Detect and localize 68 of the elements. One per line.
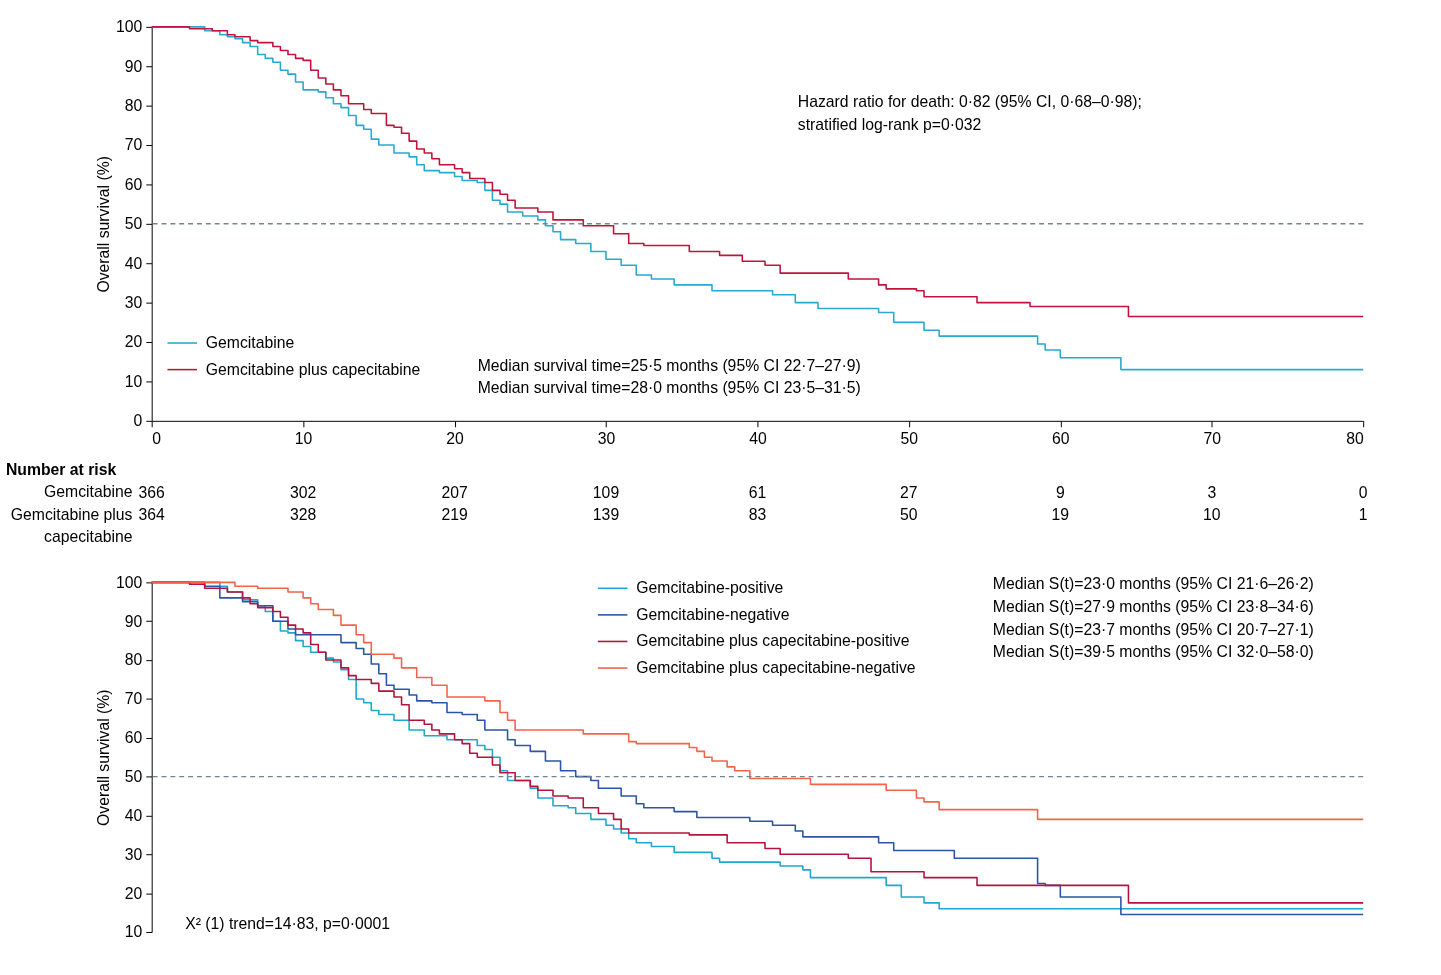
data-label: 302 xyxy=(289,483,317,501)
chart-title: Number at risk xyxy=(5,461,117,479)
data-label: 19 xyxy=(1051,506,1070,524)
y-tick-label: 20 xyxy=(124,333,143,351)
y-tick-label: 60 xyxy=(124,175,143,193)
y-tick-label: Gemcitabine xyxy=(44,483,133,501)
data-label: 1 xyxy=(1358,506,1368,524)
y-tick-label: 40 xyxy=(124,254,143,272)
legend-label: Gemcitabine plus capecitabine-positive xyxy=(636,632,910,650)
x-tick-label: 10 xyxy=(294,429,313,447)
y-tick-label: Gemcitabine plus capecitabine xyxy=(10,505,133,546)
annotation: Median S(t)=23·0 months (95% CI 21·6–26·2) xyxy=(992,575,1314,593)
data-label: 219 xyxy=(441,506,468,524)
legend-label: Gemcitabine xyxy=(205,333,295,351)
annotation: Median survival time=28·0 months (95% CI 23·5–31·5) xyxy=(477,379,861,397)
x-tick-label: 70 xyxy=(1203,429,1222,447)
data-label: 9 xyxy=(1055,483,1065,501)
y-tick-label: 70 xyxy=(124,690,143,708)
data-label: 83 xyxy=(748,506,767,524)
y-tick-label: 100 xyxy=(116,18,143,36)
x-tick-label: 50 xyxy=(900,429,919,447)
annotation: Median S(t)=39·5 months (95% CI 32·0–58·0) xyxy=(992,643,1314,661)
y-tick-label: 80 xyxy=(124,97,143,115)
legend-label: Gemcitabine plus capecitabine xyxy=(205,360,421,378)
y-tick-label: 20 xyxy=(124,884,143,902)
y-tick-label: 0 xyxy=(133,412,143,430)
data-label: 0 xyxy=(1358,483,1368,501)
data-label: 61 xyxy=(748,483,767,501)
x-tick-label: 60 xyxy=(1052,429,1070,447)
y-tick-label: 50 xyxy=(124,215,143,233)
y-axis-title: Overall survival (%) xyxy=(95,156,113,293)
y-tick-label: 10 xyxy=(124,923,143,941)
legend-label: Gemcitabine plus capecitabine-negative xyxy=(636,658,916,676)
data-label: 3 xyxy=(1207,483,1217,501)
y-tick-label: 90 xyxy=(124,57,143,75)
y-tick-label: 100 xyxy=(116,573,143,591)
x-tick-label: 80 xyxy=(1346,429,1364,447)
x-tick-label: 0 xyxy=(152,429,162,447)
data-label: 10 xyxy=(1202,506,1221,524)
y-tick-label: 90 xyxy=(124,612,143,630)
y-tick-label: 50 xyxy=(124,768,143,786)
legend-label: Gemcitabine-positive xyxy=(636,579,784,597)
data-label: 50 xyxy=(900,506,918,524)
y-axis-title: Overall survival (%) xyxy=(95,689,113,826)
annotation: X² (1) trend=14·83, p=0·0001 xyxy=(185,915,391,933)
annotation: Median S(t)=27·9 months (95% CI 23·8–34·6) xyxy=(992,597,1314,615)
data-label: 27 xyxy=(900,483,918,501)
annotation: Hazard ratio for death: 0·82 (95% CI, 0·68–0·98); xyxy=(797,92,1142,110)
data-label: 364 xyxy=(138,506,166,524)
annotation: stratified log-rank p=0·032 xyxy=(797,116,982,134)
data-label: 328 xyxy=(289,506,317,524)
y-tick-label: 80 xyxy=(124,651,143,669)
data-label: 366 xyxy=(138,483,166,501)
y-tick-label: 40 xyxy=(124,806,143,824)
x-tick-label: 20 xyxy=(446,429,465,447)
y-tick-label: 30 xyxy=(124,845,143,863)
y-tick-label: 10 xyxy=(124,372,143,390)
x-tick-label: 30 xyxy=(597,429,616,447)
data-label: 207 xyxy=(441,483,468,501)
legend-label: Gemcitabine-negative xyxy=(636,605,790,623)
annotation: Median S(t)=23·7 months (95% CI 20·7–27·1) xyxy=(992,620,1314,638)
data-label: 139 xyxy=(592,506,620,524)
y-tick-label: 70 xyxy=(124,136,143,154)
annotation: Median survival time=25·5 months (95% CI 22·7–27·9) xyxy=(477,356,861,374)
x-tick-label: 40 xyxy=(749,429,767,447)
y-tick-label: 60 xyxy=(124,729,143,747)
data-label: 109 xyxy=(592,483,620,501)
y-tick-label: 30 xyxy=(124,294,143,312)
